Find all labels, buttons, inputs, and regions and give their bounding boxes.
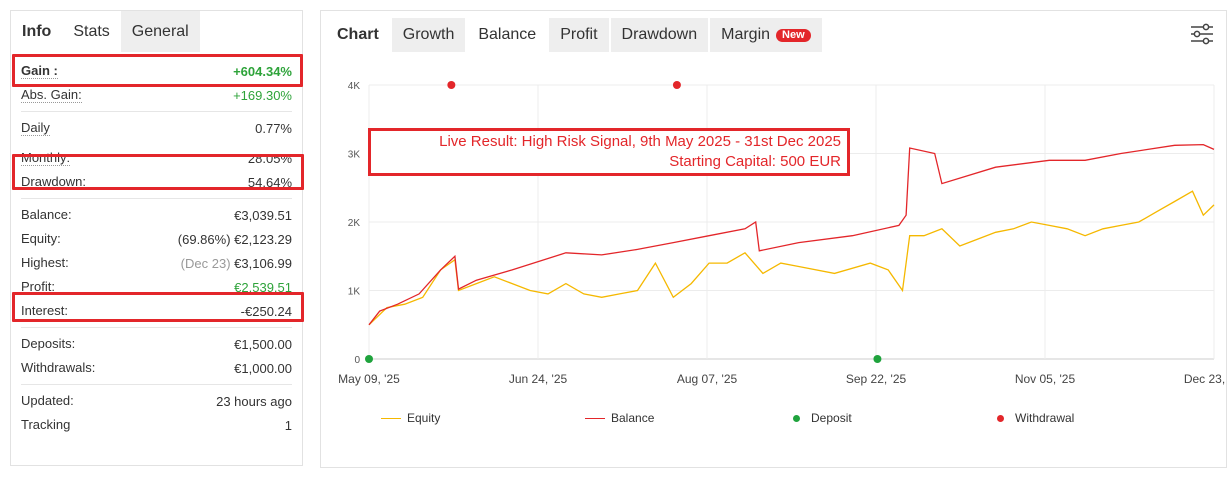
withdrawal-marker [672,81,681,89]
tracking-label: Tracking [21,417,71,432]
balance-line-icon [585,417,605,419]
updated-value: 23 hours ago [216,393,292,409]
profit-row: Profit: €2,539.51 [21,275,292,299]
balance-label: Balance: [21,207,72,222]
x-tick-label: Aug 07, '25 [677,372,738,386]
info-rows: Gain : +604.34% Abs. Gain: +169.30% Dail… [11,59,302,437]
y-tick-label: 2K [348,218,361,229]
withdrawal-marker [447,81,456,89]
equity-line-icon [381,417,401,419]
updated-label: Updated: [21,393,74,408]
annotation-line-2: Starting Capital: 500 EUR [669,153,841,170]
sliders-icon[interactable] [1190,23,1214,45]
y-tick-label: 4K [348,81,361,92]
legend-balance-label: Balance [611,411,655,425]
withdrawals-value: €1,000.00 [234,360,292,376]
equity-percent: (69.86%) [177,231,231,247]
gain-value: +604.34% [233,63,292,79]
deposits-value: €1,500.00 [234,336,292,352]
legend-deposit[interactable]: Deposit [793,411,852,425]
legend-withdrawal[interactable]: Withdrawal [997,411,1074,425]
tab-profit[interactable]: Profit [549,18,609,52]
equity-label: Equity: [21,231,61,246]
profit-highlight-box [12,292,304,322]
balance-value: €3,039.51 [234,207,292,223]
tab-info[interactable]: Info [11,11,63,52]
y-tick-label: 0 [354,355,360,366]
balance-chart: 0 1K 2K 3K 4K May 09, '25 Jun 24, '25 Aug 07, '… [338,81,1226,386]
chart-legend: Equity Balance Deposit Withdrawal [321,411,1226,429]
equity-value: (69.86%) €2,123.29 [178,232,292,247]
deposit-marker [873,355,882,363]
equity-row: Equity: (69.86%) €2,123.29 [21,227,292,251]
tab-general[interactable]: General [120,11,200,52]
deposits-row: Deposits: €1,500.00 [21,332,292,356]
tab-drawdown[interactable]: Drawdown [610,18,709,52]
withdrawal-dot-icon [997,414,1004,422]
updated-row: Updated: 23 hours ago [21,389,292,413]
gain-highlight-box [12,54,303,87]
daily-value: 0.77% [255,120,292,136]
tracking-row: Tracking 1 [21,413,292,437]
legend-equity-label: Equity [407,411,441,425]
highest-label: Highest: [21,255,69,270]
interest-row: Interest: -€250.24 [21,299,292,323]
y-tick-label: 1K [348,287,361,298]
equity-amount: €2,123.29 [234,231,292,247]
gain-label[interactable]: Gain : [21,62,58,79]
x-tick-label: Jun 24, '25 [509,372,568,386]
daily-row: Daily 0.77% [21,116,292,140]
interest-label: Interest: [21,303,68,318]
annotation-line-1: Live Result: High Risk Signal, 9th May 2… [439,133,841,150]
abs-gain-value: +169.30% [233,87,292,103]
divider [21,198,292,199]
abs-gain-label[interactable]: Abs. Gain: [21,86,82,103]
highest-row: Highest: (Dec 23) €3,106.99 [21,251,292,275]
balance-series-line [368,143,1215,326]
monthly-highlight-box [12,154,304,190]
info-tabs: Info Stats General [11,11,302,52]
withdrawals-row: Withdrawals: €1,000.00 [21,356,292,380]
interest-value: -€250.24 [240,303,292,319]
gain-row: Gain : +604.34% [21,59,292,83]
withdrawals-label: Withdrawals: [21,360,96,375]
tab-stats[interactable]: Stats [62,11,121,52]
legend-equity[interactable]: Equity [381,411,440,425]
legend-balance[interactable]: Balance [585,411,654,425]
tab-growth[interactable]: Growth [391,18,466,52]
divider [21,111,292,112]
legend-withdrawal-label: Withdrawal [1015,411,1075,425]
tracking-value: 1 [284,417,292,433]
x-tick-label: Nov 05, '25 [1015,372,1076,386]
daily-label[interactable]: Daily [21,119,50,136]
chart-panel: Chart Growth Balance Profit Drawdown Mar… [320,10,1227,468]
chart-tabs: Chart Growth Balance Profit Drawdown Mar… [321,11,1226,52]
profit-value: €2,539.51 [234,279,292,295]
deposit-marker [365,355,373,363]
profit-label: Profit: [21,279,55,294]
new-badge: New [776,28,811,42]
divider [21,384,292,385]
highest-value: (Dec 23) €3,106.99 [181,256,292,271]
highest-date: (Dec 23) [180,255,231,271]
x-tick-label: May 09, '25 [338,372,400,386]
monthly-label[interactable]: Monthly: [21,149,71,166]
drawdown-value: 54.64% [247,174,292,190]
x-tick-label: Sep 22, '25 [846,372,907,386]
result-annotation: Live Result: High Risk Signal, 9th May 2… [368,128,850,176]
tab-chart[interactable]: Chart [327,18,390,52]
tab-margin-label: Margin [721,26,771,43]
highest-amount: €3,106.99 [234,255,292,271]
equity-series-line [368,190,1215,326]
tab-margin[interactable]: Margin New [710,18,822,52]
tab-balance[interactable]: Balance [467,18,548,52]
y-tick-label: 3K [348,150,361,161]
divider [21,327,292,328]
deposits-label: Deposits: [21,336,76,351]
deposit-dot-icon [793,414,800,422]
balance-row: Balance: €3,039.51 [21,203,292,227]
x-tick-label: Dec 23, '25 [1184,372,1226,386]
legend-deposit-label: Deposit [811,411,852,425]
abs-gain-row: Abs. Gain: +169.30% [21,83,292,107]
